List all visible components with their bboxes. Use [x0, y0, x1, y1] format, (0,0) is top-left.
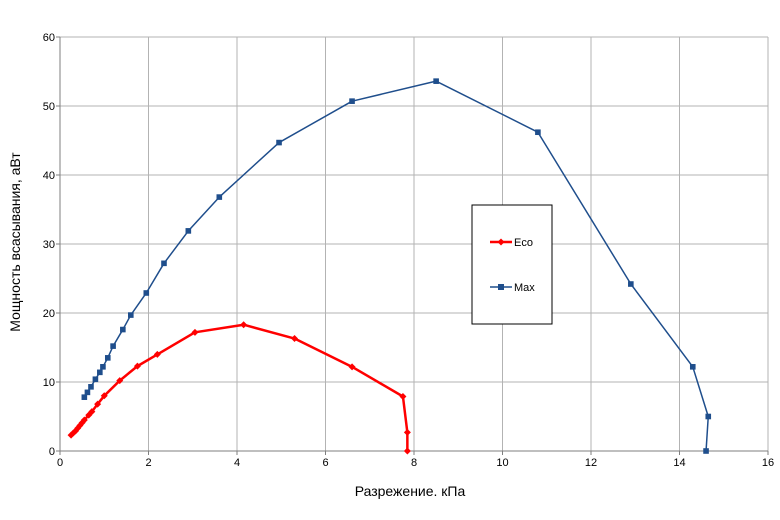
data-point-eco [291, 335, 299, 343]
data-point-eco [403, 428, 411, 436]
data-point-max [185, 228, 192, 234]
y-tick-label: 50 [43, 101, 55, 113]
data-point-eco [403, 447, 411, 455]
x-tick-label: 8 [411, 457, 417, 469]
data-point-max [689, 364, 696, 370]
data-point-max [703, 448, 709, 454]
data-point-eco [94, 400, 102, 408]
data-point-max [433, 78, 439, 84]
y-tick-label: 30 [43, 239, 55, 251]
data-point-eco [80, 416, 88, 424]
series-line-eco [70, 323, 409, 451]
x-tick-label: 12 [585, 457, 597, 469]
data-point-eco [133, 362, 141, 370]
x-tick-label: 2 [145, 457, 151, 469]
x-tick-label: 14 [673, 457, 685, 469]
x-tick-label: 0 [57, 457, 63, 469]
grid [60, 36, 769, 451]
legend-max-marker [498, 284, 504, 290]
data-point-eco [100, 392, 108, 400]
data-point-max [128, 312, 134, 318]
series-eco [67, 321, 411, 455]
y-tick-label: 20 [43, 308, 55, 320]
data-point-max [161, 260, 167, 267]
data-point-max [88, 384, 94, 390]
data-point-max [92, 376, 99, 383]
y-tick-label: 40 [43, 170, 55, 182]
data-point-max [97, 369, 103, 376]
data-point-max [349, 98, 355, 104]
data-point-max [120, 326, 126, 333]
series-max [81, 78, 712, 454]
series [67, 78, 712, 455]
series-line-max [83, 80, 710, 452]
legend-max-label: Max [514, 282, 535, 294]
data-point-max [104, 355, 111, 361]
data-point-eco [88, 408, 96, 416]
x-tick-label: 16 [762, 457, 774, 469]
x-tick-label: 4 [234, 457, 240, 469]
data-point-max [143, 290, 150, 296]
axes [56, 36, 769, 455]
data-point-max [628, 281, 634, 287]
x-tick-labels: 0 2 4 6 8 10 12 14 16 [57, 457, 774, 469]
y-axis-title: Мощность всасывания, аВт [7, 152, 23, 332]
data-point-max [705, 413, 712, 420]
x-tick-label: 6 [322, 457, 328, 469]
y-tick-label: 60 [43, 32, 55, 44]
legend-eco-marker [497, 238, 505, 246]
y-tick-label: 10 [43, 377, 55, 389]
data-point-max [535, 129, 541, 136]
data-point-max [276, 139, 282, 146]
data-point-max [216, 194, 223, 200]
data-point-eco [116, 377, 124, 385]
legend-box [471, 204, 553, 325]
data-point-max [110, 343, 116, 349]
y-tick-label: 0 [49, 446, 55, 458]
data-point-max [81, 394, 88, 400]
data-point-eco [399, 392, 407, 400]
data-point-max [84, 389, 91, 396]
y-tick-labels: 0 10 20 30 40 50 60 [43, 32, 55, 458]
legend-eco-label: Eco [514, 237, 533, 249]
data-point-eco [348, 363, 356, 371]
legend: Eco Max [471, 204, 553, 325]
data-point-eco [191, 328, 199, 336]
data-point-eco [153, 350, 161, 358]
x-tick-label: 10 [496, 457, 508, 469]
data-point-eco [240, 321, 248, 329]
data-point-max [100, 364, 106, 370]
x-axis-title: Разрежение. кПа [355, 483, 466, 499]
